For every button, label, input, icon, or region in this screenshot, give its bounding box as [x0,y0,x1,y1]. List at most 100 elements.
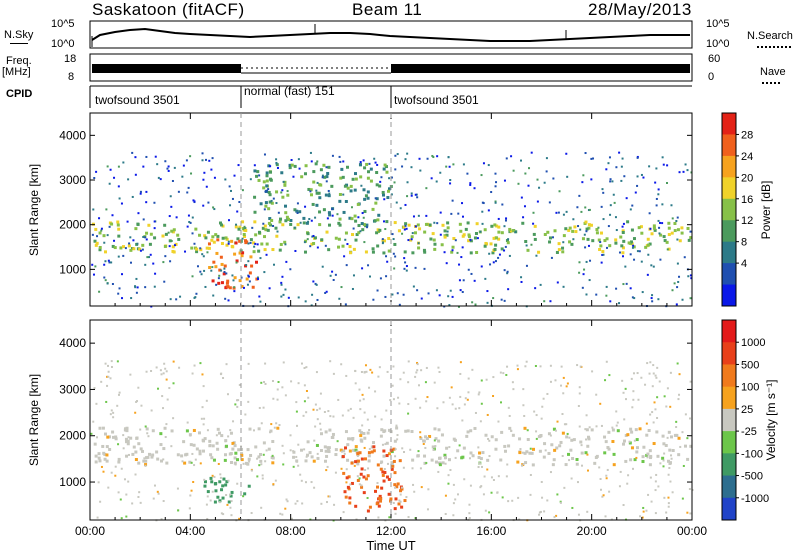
rti-speckle [105,208,108,211]
rti-cell [325,175,329,179]
rti-cell [621,251,625,255]
rti-cell [462,446,466,450]
rti-speckle [663,496,666,499]
rti-speckle [535,430,538,433]
rti-cell [101,444,105,448]
rti-speckle [625,282,628,285]
rti-cell [103,452,107,456]
rti-speckle [422,443,425,446]
rti-cell [295,209,299,213]
rti-speckle [162,458,165,461]
rti-speckle [264,382,267,385]
rti-cell [387,477,391,481]
rti-speckle [659,258,662,261]
rti-cell [508,227,512,231]
rti-cell [229,460,233,464]
rti-cell [361,228,365,232]
rti-speckle [394,512,397,515]
rti-speckle [390,176,393,179]
rti-cell [168,239,172,243]
rti-speckle [661,156,664,159]
rti-cell [288,166,292,170]
rti-cell [276,426,280,430]
rti-cell [254,445,258,449]
rti-cell [254,260,258,264]
rti-cell [353,214,357,218]
rti-speckle [588,426,591,429]
rti-speckle [120,202,123,205]
rti-cell [289,219,293,223]
rti-speckle [649,476,652,479]
rti-cell [383,163,387,167]
rti-cell [195,250,199,254]
rti-cell [330,184,334,188]
rti-speckle [163,280,166,283]
colorbar-tick-label: -1000 [741,493,769,505]
rti-cell [393,439,397,443]
rti-speckle [468,512,471,515]
rti-speckle [654,489,657,492]
rti-speckle [662,459,665,462]
rti-cell [621,246,625,250]
rti-cell [393,471,397,475]
rti-speckle [511,499,514,502]
rti-cell [266,228,270,232]
colorbar-tick-label: 12 [741,215,753,227]
rti-cell [497,225,501,229]
rti-speckle [506,365,509,368]
rti-speckle [419,436,422,439]
rti-speckle [144,263,147,266]
rti-speckle [576,481,579,484]
rti-cell [555,446,559,450]
rti-cell [234,225,238,229]
freq-panel-frame [89,53,693,82]
rti-speckle [193,242,196,245]
rti-speckle [604,515,607,518]
rti-cell [281,223,285,227]
rti-cell [127,244,131,248]
rti-cell [437,428,441,432]
rti-speckle [110,471,113,474]
rti-speckle [209,499,212,502]
rti-speckle [627,474,630,477]
rti-speckle [311,235,314,238]
rti-speckle [363,241,366,244]
rti-speckle [684,413,687,416]
rti-speckle [410,166,413,169]
rti-speckle [425,461,428,464]
rti-speckle [257,277,260,280]
rti-cell [595,454,599,458]
rti-cell [126,439,130,443]
rti-cell [208,266,212,270]
rti-speckle [263,380,266,383]
rti-cell [351,233,355,237]
rti-speckle [154,272,157,275]
rti-speckle [199,270,202,273]
rti-cell [119,246,123,250]
rti-cell [317,191,321,195]
rti-cell [446,221,450,225]
rti-cell [369,179,373,183]
colorbar-swatch [722,177,736,200]
rti-cell [363,197,367,201]
rti-cell [374,201,378,205]
rti-cell [198,233,202,237]
rti-speckle [340,286,343,289]
rti-speckle [340,450,343,453]
rti-speckle [581,181,584,184]
rti-speckle [332,415,335,418]
rti-cell [571,229,575,233]
rti-cell [375,502,379,506]
rti-speckle [527,184,530,187]
rti-cell [156,457,160,461]
rti-speckle [110,365,113,368]
rti-cell [366,509,370,513]
rti-speckle [419,467,422,470]
rti-cell [611,428,615,432]
rti-speckle [404,203,407,206]
rti-speckle [396,438,399,441]
rti-cell [183,461,187,465]
rti-cell [302,221,306,225]
rti-cell [644,245,648,249]
rti-speckle [209,443,212,446]
